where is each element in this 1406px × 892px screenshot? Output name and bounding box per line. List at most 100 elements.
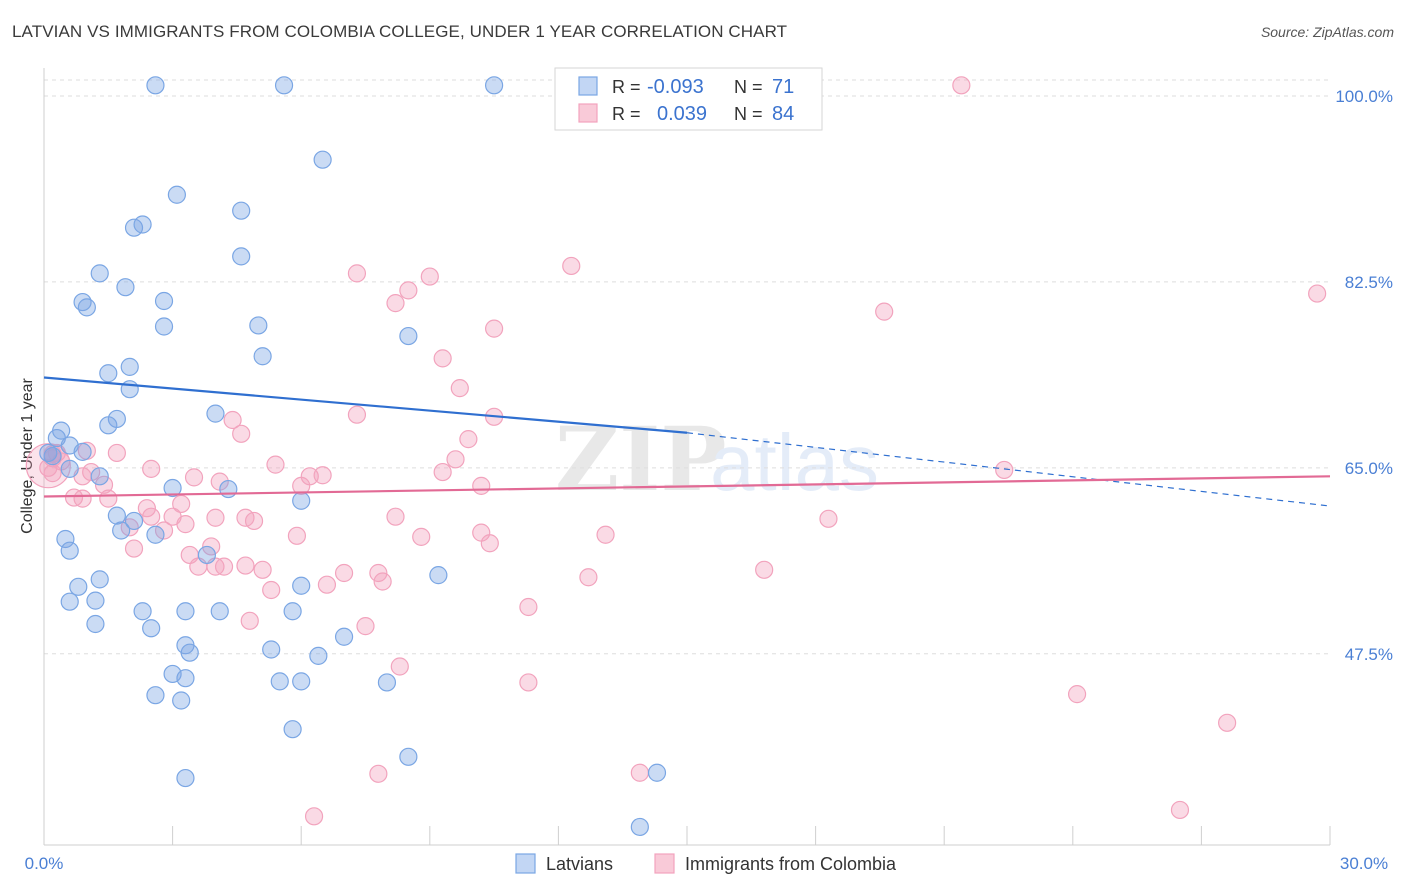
colombia-point: [124, 539, 144, 558]
latvians-point: [232, 247, 251, 266]
colombia-point: [214, 557, 234, 576]
colombia-point: [137, 499, 156, 518]
colombia-point: [596, 525, 615, 544]
colombia-point: [579, 568, 598, 587]
colombia-point: [480, 534, 499, 553]
series-latvians: [39, 76, 667, 837]
latvians-point: [313, 150, 332, 169]
latvians-point: [253, 347, 272, 366]
chart-title: LATVIAN VS IMMIGRANTS FROM COLOMBIA COLL…: [12, 22, 788, 41]
latvians-point: [154, 317, 174, 336]
bottom-legend-swatch-colombia: [654, 853, 675, 874]
latvians-point: [99, 416, 118, 435]
x-tick-label-min: 0.0%: [25, 854, 64, 873]
legend-swatch-latvians: [578, 76, 598, 96]
colombia-point: [64, 488, 84, 507]
latvians-point: [429, 566, 448, 585]
latvians-point: [197, 545, 216, 565]
colombia-point: [519, 673, 538, 692]
latvians-point: [167, 185, 186, 204]
colombia-point: [1218, 713, 1237, 732]
latvians-point: [292, 576, 311, 595]
bottom-legend-label-latvians: Latvians: [546, 854, 613, 874]
colombia-point: [244, 511, 264, 531]
latvians-point: [176, 768, 195, 788]
latvians-point: [154, 291, 174, 311]
colombia-point: [287, 526, 307, 545]
latvians-point: [176, 669, 195, 688]
latvians-point: [485, 76, 504, 95]
colombia-point: [236, 556, 255, 575]
latvians-point: [232, 201, 251, 220]
colombia-point: [94, 475, 114, 494]
legend-box: [554, 67, 823, 131]
y-axis-title: College, Under 1 year: [19, 378, 36, 534]
colombia-point: [369, 563, 388, 583]
latvians-point: [292, 672, 311, 691]
bottom-legend-label-colombia: Immigrants from Colombia: [685, 854, 897, 874]
latvians-point: [146, 525, 165, 544]
colombia-point: [399, 281, 418, 300]
colombia-point: [755, 560, 774, 579]
latvians-point: [133, 602, 152, 621]
latvians-point: [249, 316, 268, 335]
colombia-point: [347, 264, 367, 283]
colombia-point: [1067, 685, 1087, 704]
colombia-point: [142, 507, 161, 526]
colombia-point: [266, 455, 285, 474]
y-tick-label: 82.5%: [1345, 273, 1393, 292]
source-label: Source: ZipAtlas.com: [1260, 24, 1394, 40]
legend-bottom: Latvians Immigrants from Colombia: [515, 853, 897, 874]
colombia-point: [253, 560, 272, 579]
y-tick-label: 47.5%: [1345, 645, 1393, 664]
latvians-point: [180, 643, 199, 662]
latvians-point: [124, 511, 144, 531]
colombia-point: [232, 424, 251, 443]
watermark-atlas: atlas: [710, 418, 879, 507]
latvians-point: [90, 467, 109, 486]
latvians-point: [73, 442, 92, 461]
latvians-point: [647, 763, 667, 782]
colombia-point: [386, 294, 405, 313]
latvians-point: [112, 521, 131, 540]
colombia-point: [446, 450, 465, 469]
latvians-point: [90, 264, 109, 283]
x-tick-label-max: 30.0%: [1340, 854, 1388, 873]
latvians-point: [146, 76, 165, 95]
latvians-point: [377, 673, 397, 692]
latvians-point: [86, 591, 105, 610]
latvians-point: [107, 506, 126, 525]
y-tick-label: 100.0%: [1335, 87, 1393, 106]
latvians-point: [399, 747, 418, 766]
colombia-point: [347, 405, 367, 424]
colombia-cluster-point: [25, 443, 71, 489]
colombia-point: [184, 468, 204, 487]
colombia-point: [485, 319, 504, 338]
latvians-point: [77, 298, 96, 317]
legend-swatch-colombia: [578, 103, 598, 123]
latvians-point: [60, 592, 79, 611]
colombia-point: [630, 763, 649, 782]
latvians-point: [283, 720, 302, 739]
colombia-point: [99, 489, 118, 508]
colombia-point: [819, 509, 838, 528]
colombia-point: [292, 476, 311, 495]
latvians-point: [90, 570, 109, 589]
trend-line-colombia: [43, 475, 1331, 498]
latvians-point: [146, 686, 165, 705]
latvians-point: [60, 541, 79, 560]
trend-line-latvians: [43, 376, 688, 434]
latvians-point: [399, 326, 418, 346]
latvians-point: [274, 76, 294, 95]
legend-n-label-1: N =: [734, 77, 763, 97]
colombia-point: [433, 349, 452, 368]
colombia-point: [202, 537, 221, 556]
colombia-point: [142, 459, 161, 478]
latvians-point: [120, 380, 139, 399]
legend-r-label-1: R =: [612, 77, 641, 97]
colombia-point: [206, 508, 225, 527]
latvians-point: [86, 614, 105, 634]
latvians-point: [206, 404, 225, 423]
latvians-point: [210, 602, 229, 621]
